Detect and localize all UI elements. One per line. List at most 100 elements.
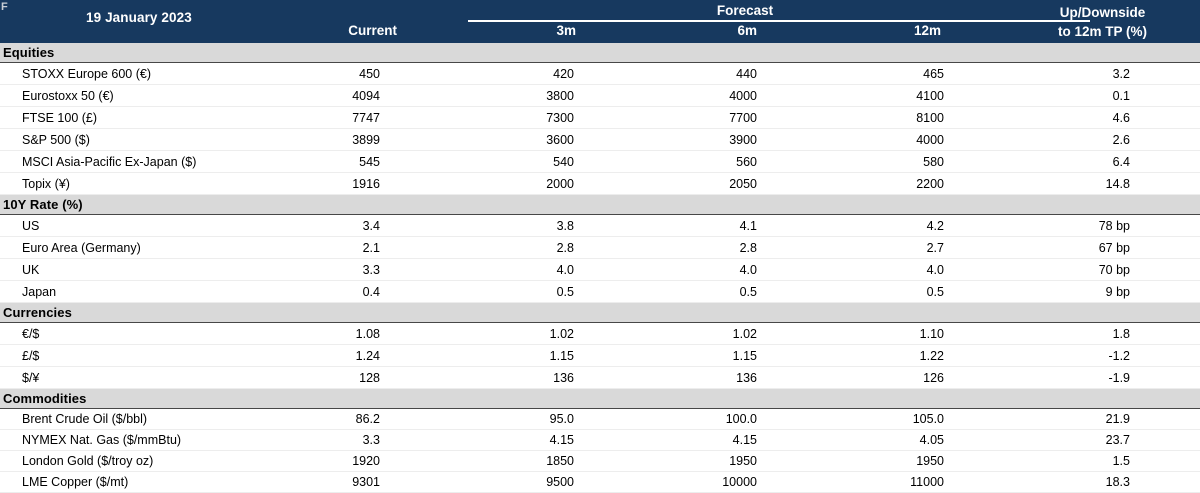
row-label: NYMEX Nat. Gas ($/mmBtu): [22, 433, 182, 447]
section-title: 10Y Rate (%): [3, 197, 83, 212]
section-title: Commodities: [3, 391, 87, 406]
row-label: $/¥: [22, 370, 40, 385]
updownside-value: 18.3: [1105, 475, 1130, 489]
column-header-3m: 3m: [556, 23, 576, 38]
forecast-3m-value: 0.5: [556, 284, 574, 299]
table-row: Euro Area (Germany) 2.1 2.8 2.8 2.7 67 b…: [0, 237, 1200, 259]
updownside-value: 3.2: [1112, 66, 1130, 81]
forecast-12m-value: 105.0: [912, 412, 944, 426]
updownside-value: 78 bp: [1098, 218, 1130, 233]
current-value: 3.4: [362, 218, 380, 233]
updownside-value: 4.6: [1112, 110, 1130, 125]
row-label: Brent Crude Oil ($/bbl): [22, 412, 148, 426]
column-header-current: Current: [348, 23, 397, 38]
updownside-value: 67 bp: [1098, 240, 1130, 255]
forecast-3m-value: 3800: [546, 88, 574, 103]
column-header-updownside: Up/Downside to 12m TP (%): [1058, 3, 1147, 41]
table-header: F 19 January 2023 Forecast Current 3m 6m…: [0, 0, 1200, 43]
updownside-value: 1.5: [1112, 454, 1130, 468]
forecast-6m-value: 136: [736, 370, 757, 385]
forecast-6m-value: 4.15: [732, 433, 757, 447]
table-row: €/$ 1.08 1.02 1.02 1.10 1.8: [0, 323, 1200, 345]
forecast-12m-value: 4.0: [926, 262, 944, 277]
updownside-line1: Up/Downside: [1059, 5, 1146, 20]
section-commodities: Commodities Brent Crude Oil ($/bbl) 86.2…: [0, 389, 1200, 493]
row-label: US: [22, 218, 40, 233]
forecast-6m-value: 0.5: [739, 284, 757, 299]
forecast-6m-value: 560: [736, 154, 757, 169]
forecast-group-underline: [468, 20, 1090, 22]
corner-label: F: [1, 1, 8, 13]
forecast-6m-value: 4000: [729, 88, 757, 103]
current-value: 1.24: [355, 348, 380, 363]
forecast-3m-value: 2000: [546, 176, 574, 191]
current-value: 7747: [352, 110, 380, 125]
current-value: 3.3: [362, 262, 380, 277]
forecast-12m-value: 4100: [916, 88, 944, 103]
table-row: LME Copper ($/mt) 9301 9500 10000 11000 …: [0, 472, 1200, 493]
updownside-value: 14.8: [1105, 176, 1130, 191]
current-value: 3.3: [362, 433, 380, 447]
forecast-12m-value: 11000: [910, 475, 944, 489]
forecast-6m-value: 3900: [729, 132, 757, 147]
current-value: 1916: [352, 176, 380, 191]
forecast-6m-value: 2.8: [739, 240, 757, 255]
forecast-3m-value: 1850: [546, 454, 574, 468]
section-header-currencies: Currencies: [0, 303, 1200, 323]
table-row: UK 3.3 4.0 4.0 4.0 70 bp: [0, 259, 1200, 281]
updownside-line2: to 12m TP (%): [1057, 24, 1147, 39]
updownside-value: 1.8: [1112, 326, 1130, 341]
updownside-value: 23.7: [1105, 433, 1130, 447]
forecast-12m-value: 2.7: [926, 240, 944, 255]
forecast-12m-value: 8100: [916, 110, 944, 125]
column-header-6m: 6m: [737, 23, 757, 38]
forecast-12m-value: 1.22: [919, 348, 944, 363]
forecast-6m-value: 7700: [729, 110, 757, 125]
row-label: Japan: [22, 284, 57, 299]
forecast-12m-value: 580: [923, 154, 944, 169]
forecast-3m-value: 9500: [546, 475, 574, 489]
forecast-3m-value: 1.15: [549, 348, 574, 363]
current-value: 128: [359, 370, 380, 385]
updownside-value: 21.9: [1105, 412, 1130, 426]
updownside-value: 70 bp: [1098, 262, 1130, 277]
column-header-12m: 12m: [913, 23, 941, 38]
section-currencies: Currencies €/$ 1.08 1.02 1.02 1.10 1.8 £…: [0, 303, 1200, 389]
forecast-3m-value: 3.8: [556, 218, 574, 233]
forecast-group-header: Forecast: [716, 3, 774, 18]
row-label: LME Copper ($/mt): [22, 475, 129, 489]
current-value: 1.08: [355, 326, 380, 341]
table-row: $/¥ 128 136 136 126 -1.9: [0, 367, 1200, 389]
forecast-6m-value: 1.02: [732, 326, 757, 341]
table-row: STOXX Europe 600 (€) 450 420 440 465 3.2: [0, 63, 1200, 85]
current-value: 450: [359, 66, 380, 81]
section-equities: Equities STOXX Europe 600 (€) 450 420 44…: [0, 43, 1200, 195]
row-label: Topix (¥): [22, 176, 70, 191]
forecast-6m-value: 440: [736, 66, 757, 81]
updownside-value: 2.6: [1112, 132, 1130, 147]
current-value: 545: [359, 154, 380, 169]
forecast-12m-value: 4.05: [919, 433, 944, 447]
forecast-3m-value: 4.0: [556, 262, 574, 277]
row-label: €/$: [22, 326, 40, 341]
row-label: FTSE 100 (£): [22, 110, 98, 125]
row-label: Eurostoxx 50 (€): [22, 88, 114, 103]
section-header-commodities: Commodities: [0, 389, 1200, 409]
section-10y-rate: 10Y Rate (%) US 3.4 3.8 4.1 4.2 78 bp Eu…: [0, 195, 1200, 303]
updownside-value: -1.9: [1108, 370, 1130, 385]
section-header-equities: Equities: [0, 43, 1200, 63]
current-value: 86.2: [355, 412, 380, 426]
forecast-12m-value: 4.2: [926, 218, 944, 233]
forecast-3m-value: 1.02: [549, 326, 574, 341]
row-label: Euro Area (Germany): [22, 240, 141, 255]
table-row: MSCI Asia-Pacific Ex-Japan ($) 545 540 5…: [0, 151, 1200, 173]
forecast-6m-value: 4.1: [739, 218, 757, 233]
current-value: 3899: [352, 132, 380, 147]
forecast-3m-value: 3600: [546, 132, 574, 147]
report-date: 19 January 2023: [86, 10, 192, 25]
table-row: NYMEX Nat. Gas ($/mmBtu) 3.3 4.15 4.15 4…: [0, 430, 1200, 451]
table-row: FTSE 100 (£) 7747 7300 7700 8100 4.6: [0, 107, 1200, 129]
table-row: US 3.4 3.8 4.1 4.2 78 bp: [0, 215, 1200, 237]
forecast-12m-value: 4000: [916, 132, 944, 147]
